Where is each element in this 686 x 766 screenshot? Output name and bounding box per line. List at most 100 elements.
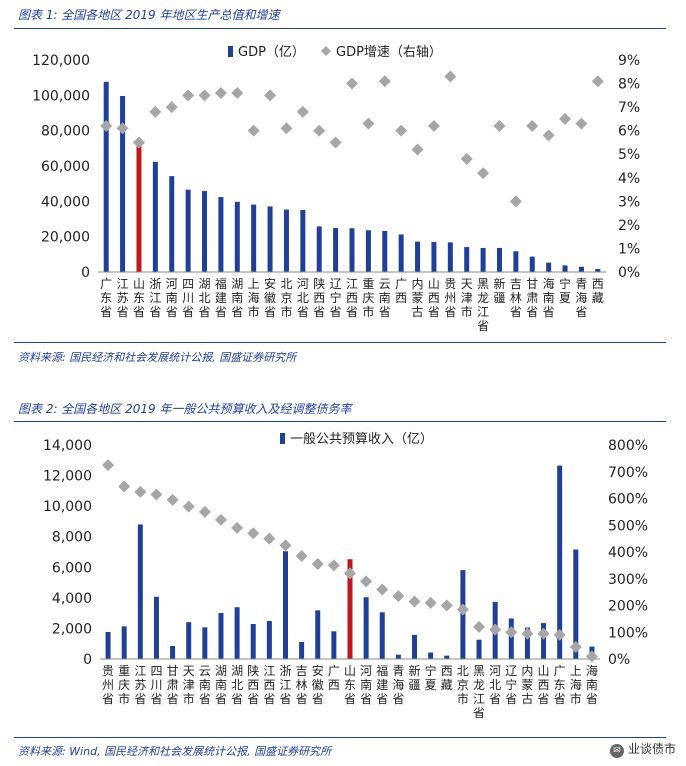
marker-point [264,89,277,102]
left-tick-label: 4,000 [52,591,92,607]
marker-point [165,101,178,114]
legend-marker-swatch [321,46,331,56]
bar [595,269,601,272]
marker-point [247,527,260,540]
legend-marker-label: GDP增速（右轴） [336,45,442,60]
category-label: 辽宁省 [330,277,342,319]
marker-point [100,119,113,132]
category-label: 黑龙江省 [473,664,485,720]
bar [266,620,272,659]
bar [103,81,109,272]
category-label: 湖南省 [215,663,227,706]
marker-point [182,89,195,102]
bar [508,618,514,659]
marker-point [392,590,405,603]
marker-point [362,117,375,130]
marker-point [118,480,131,493]
category-label: 广东省 [100,277,112,319]
bar [557,465,563,659]
bar [578,266,584,272]
marker-point [166,493,179,506]
budget-chart: 0 2,000 4,000 6,000 8,000 10,000 12,000 14,000 0… [43,431,648,720]
chart2-top-rule [14,421,666,422]
bar [185,189,191,272]
bar [202,627,208,659]
bar [464,247,470,272]
chart2-caption: 图表 2: 全国各地区 2019 年一般公共预算收入及经调整债务率 [18,402,352,416]
marker-point [346,77,358,90]
bar [267,206,273,272]
marker-point [509,195,522,208]
category-label: 云南省 [379,277,391,319]
category-label: 贵州省 [102,664,114,706]
left-tick-label: 40,000 [41,194,90,210]
bar [513,251,519,272]
bar [363,597,369,659]
marker-point [263,532,276,545]
marker-point [521,627,534,640]
right-tick-label: 4% [618,171,640,187]
left-tick-label: 14,000 [43,438,92,454]
category-label: 上海市 [570,664,582,706]
category-label: 贵州省 [444,277,456,319]
marker-point [116,122,129,135]
category-label: 宁夏 [425,663,437,692]
category-label: 山西省 [428,277,440,319]
left-tick-label: 0 [83,652,92,668]
right-tick-label: 400% [608,545,648,561]
bar [428,652,434,659]
bar [365,230,371,272]
category-label: 福建省 [215,276,227,319]
marker-point [440,599,453,612]
marker-point [444,70,457,83]
bar [333,227,339,272]
category-label: 福建省 [376,663,388,706]
right-tick-label: 800% [608,438,648,454]
right-tick-label: 1% [618,241,640,257]
marker-point [329,136,342,149]
bar [496,247,502,272]
bar [282,551,288,659]
marker-point [313,124,326,137]
marker-point [505,626,518,639]
marker-point [408,595,421,608]
left-tick-label: 100,000 [32,88,90,104]
marker-point [460,152,473,165]
left-tick-label: 12,000 [43,469,92,485]
chart1-source: 资料来源: 国民经济和社会发展统计公报, 国盛证券研究所 [18,351,297,364]
bar [480,247,486,272]
category-label: 吉林省 [296,664,308,706]
bar [444,655,450,659]
category-label: 天津市 [461,277,473,319]
left-tick-label: 0 [81,265,90,281]
chart1-top-rule [14,28,666,29]
right-tick-label: 2% [618,218,640,234]
right-tick-label: 6% [618,124,640,140]
gdp-chart: 0 20,000 40,000 60,000 80,000 100,000 120,000 0… [32,45,640,333]
left-tick-label: 120,000 [32,53,90,69]
bar [379,612,385,659]
bar [562,265,568,272]
category-label: 内蒙古 [412,277,424,319]
legend-bar-label: 一般公共预算收入（亿） [290,431,433,447]
right-tick-label: 3% [618,194,640,210]
category-label: 青海省 [392,664,404,706]
chart1-caption: 图表 1: 全国各地区 2019 年地区生产总值和增速 [18,8,280,22]
legend-bar-swatch [228,46,233,57]
bar [218,197,224,272]
left-tick-label: 2,000 [52,621,92,637]
category-label: 河南省 [360,664,372,706]
bar [202,191,208,272]
category-label: 天津市 [183,664,195,706]
marker-point [395,124,408,137]
bar [529,256,535,272]
category-label: 青海省 [575,277,587,319]
category-label: 宁夏 [559,276,571,305]
marker-point [279,539,292,552]
marker-point [456,603,469,616]
bar [234,201,240,272]
legend-bar-swatch [280,433,285,444]
bar [136,146,142,272]
marker-point [296,105,309,118]
marker-point [542,129,555,142]
